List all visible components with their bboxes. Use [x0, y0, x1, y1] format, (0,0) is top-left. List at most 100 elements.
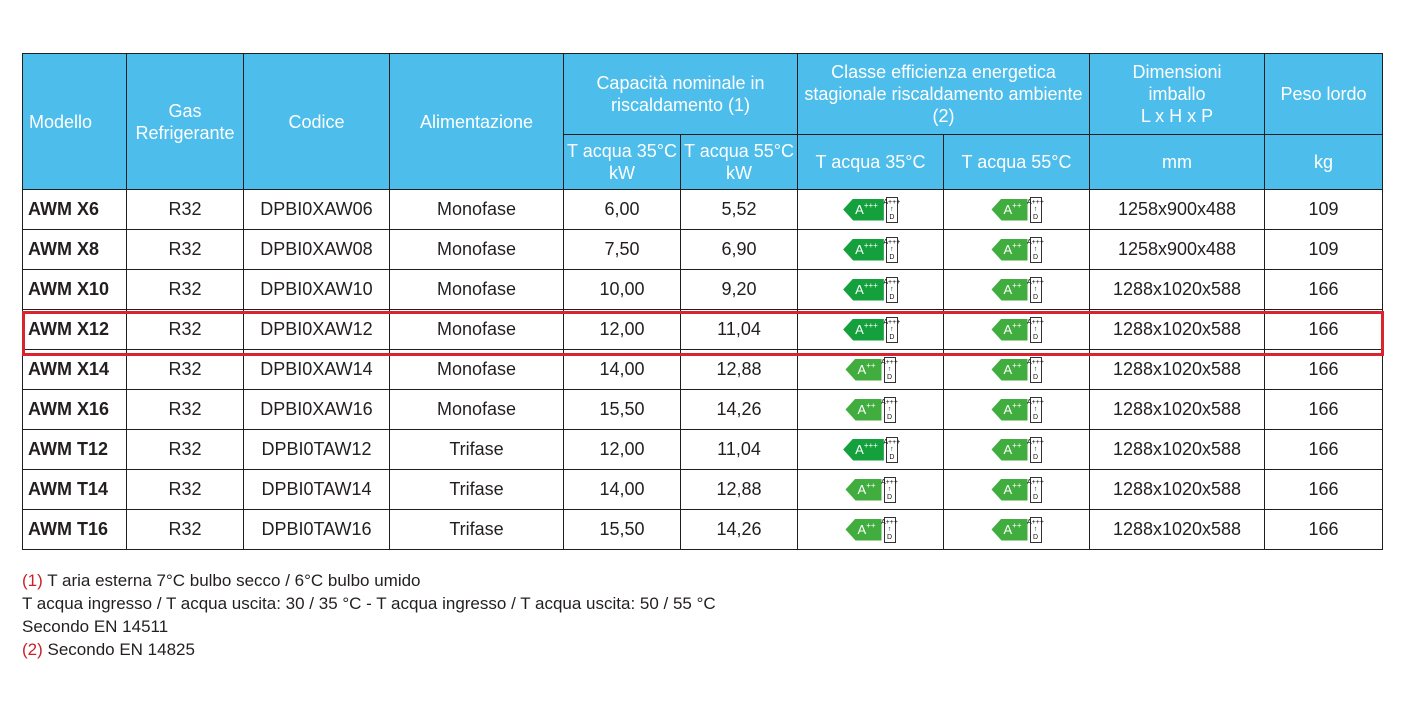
header-row-2: T acqua 35°C kW T acqua 55°C kW T acqua …: [23, 134, 1383, 190]
energy-scale-top: A+++: [883, 438, 901, 446]
energy-scale-bottom: D: [1032, 213, 1039, 221]
cell-dims: 1258x900x488: [1089, 189, 1265, 230]
cell-dims: 1288x1020x588: [1089, 469, 1265, 510]
energy-scale: A+++ ↑ D: [883, 276, 900, 303]
table-row: AWM T14 R32 DPBI0TAW14 Trifase 14,00 12,88 A ++…: [22, 469, 1383, 510]
cell-dims: 1288x1020x588: [1089, 429, 1265, 470]
energy-scale-top: A+++: [1027, 478, 1044, 486]
energy-scale: A+++ ↑ D: [883, 236, 900, 263]
energy-scale-bottom: D: [889, 333, 895, 341]
energy-scale-arrow: ↑: [1033, 246, 1038, 253]
table-row: AWM X8 R32 DPBI0XAW08 Monofase 7,50 6,90 A +++ A…: [22, 229, 1383, 270]
cell-gas: R32: [126, 269, 244, 310]
energy-label: A ++ A+++ ↑ D: [845, 516, 898, 543]
cell-gas: R32: [126, 389, 244, 430]
energy-class-arrow: A ++: [991, 358, 1028, 381]
energy-label: A ++ A+++ ↑ D: [991, 276, 1044, 303]
energy-scale: A+++ ↑ D: [1027, 516, 1044, 543]
energy-scale-arrow: ↑: [1033, 286, 1038, 293]
cell-dims: 1288x1020x588: [1089, 509, 1265, 550]
energy-class-plus: +++: [863, 280, 878, 290]
cell-cap35: 14,00: [563, 349, 681, 390]
energy-label: A ++ A+++ ↑ D: [991, 516, 1044, 543]
cell-code: DPBI0XAW10: [243, 269, 390, 310]
energy-class-arrow: A ++: [845, 518, 882, 541]
header-eff55: T acqua 55°C: [943, 134, 1090, 190]
energy-scale: A+++ ↑ D: [881, 356, 898, 383]
energy-scale-bottom: D: [1032, 253, 1039, 261]
energy-class-plus: ++: [1012, 480, 1022, 490]
footnote-1-line3: Secondo EN 14511: [22, 617, 169, 636]
header-code: Codice: [243, 53, 390, 190]
cell-eff55: A ++ A+++ ↑ D: [943, 429, 1090, 470]
energy-class-plus: +++: [863, 240, 878, 250]
energy-scale-top: A+++: [881, 358, 898, 366]
footnote-1: (1) T aria esterna 7°C bulbo secco / 6°C…: [22, 569, 716, 592]
energy-scale-bottom: D: [1032, 453, 1039, 461]
cell-weight: 109: [1264, 189, 1383, 230]
cell-code: DPBI0TAW14: [243, 469, 390, 510]
cell-code: DPBI0XAW12: [243, 309, 390, 350]
header-cap55: T acqua 55°C kW: [680, 134, 798, 190]
energy-scale-arrow: ↑: [890, 206, 894, 213]
energy-class-arrow: A ++: [845, 358, 882, 381]
cell-code: DPBI0XAW08: [243, 229, 390, 270]
cell-dims: 1258x900x488: [1089, 229, 1265, 270]
energy-scale-bottom: D: [889, 453, 895, 461]
header-eff35: T acqua 35°C: [797, 134, 944, 190]
cell-cap35: 15,50: [563, 389, 681, 430]
energy-scale-top: A+++: [1027, 198, 1044, 206]
cell-cap55: 11,04: [680, 429, 798, 470]
energy-class-plus: +++: [863, 200, 878, 210]
cell-code: DPBI0XAW14: [243, 349, 390, 390]
energy-label: A ++ A+++ ↑ D: [845, 356, 898, 383]
energy-scale-bottom: D: [1032, 413, 1039, 421]
energy-scale-arrow: ↑: [1033, 406, 1038, 413]
cell-weight: 166: [1264, 309, 1383, 350]
energy-scale-bottom: D: [1032, 333, 1039, 341]
energy-scale-top: A+++: [881, 518, 898, 526]
energy-label: A ++ A+++ ↑ D: [845, 476, 898, 503]
cell-cap35: 7,50: [563, 229, 681, 270]
cell-gas: R32: [126, 229, 244, 270]
footnote-2-marker: (2): [22, 640, 43, 659]
cell-model: AWM T14: [22, 469, 127, 510]
energy-class-letter: A: [1003, 442, 1013, 457]
header-row-1: Modello Gas Refrigerante Codice Alimenta…: [22, 53, 1383, 190]
cell-cap35: 12,00: [563, 429, 681, 470]
energy-scale-arrow: ↑: [1033, 526, 1038, 533]
table-row: AWM X6 R32 DPBI0XAW06 Monofase 6,00 5,52 A +++ A…: [22, 189, 1383, 230]
footnotes: (1) T aria esterna 7°C bulbo secco / 6°C…: [22, 569, 716, 661]
cell-model: AWM T12: [22, 429, 127, 470]
energy-class-plus: +++: [863, 320, 878, 330]
energy-label: A ++ A+++ ↑ D: [991, 436, 1044, 463]
energy-class-arrow: A +++: [843, 318, 884, 341]
energy-class-arrow: A ++: [845, 478, 882, 501]
energy-label: A +++ A+++ ↑ D: [843, 436, 901, 463]
table-row: AWM X10 R32 DPBI0XAW10 Monofase 10,00 9,20 A ++…: [22, 269, 1383, 310]
cell-eff55: A ++ A+++ ↑ D: [943, 309, 1090, 350]
footnote-2: (2) Secondo EN 14825: [22, 638, 716, 661]
energy-scale-top: A+++: [1027, 318, 1044, 326]
header-dimensions-line1: Dimensioni: [1132, 62, 1222, 82]
cell-weight: 166: [1264, 509, 1383, 550]
energy-class-plus: ++: [1012, 360, 1022, 370]
energy-class-plus: ++: [1012, 320, 1022, 330]
cell-dims: 1288x1020x588: [1089, 349, 1265, 390]
energy-class-letter: A: [857, 482, 867, 497]
cell-eff35: A ++ A+++ ↑ D: [797, 469, 944, 510]
table-row: AWM T16 R32 DPBI0TAW16 Trifase 15,50 14,26 A ++…: [22, 509, 1383, 550]
energy-label: A +++ A+++ ↑ D: [843, 196, 900, 223]
energy-scale-bottom: D: [889, 293, 895, 301]
cell-eff55: A ++ A+++ ↑ D: [943, 189, 1090, 230]
cell-cap35: 14,00: [563, 469, 681, 510]
energy-class-arrow: A +++: [843, 438, 884, 461]
energy-class-plus: ++: [1012, 400, 1022, 410]
energy-label: A ++ A+++ ↑ D: [991, 356, 1044, 383]
energy-scale-bottom: D: [886, 413, 893, 421]
cell-power: Monofase: [389, 309, 564, 350]
energy-scale-bottom: D: [889, 213, 895, 221]
energy-scale-bottom: D: [886, 373, 893, 381]
cell-model: AWM X16: [22, 389, 127, 430]
cell-eff35: A +++ A+++ ↑ D: [797, 189, 944, 230]
